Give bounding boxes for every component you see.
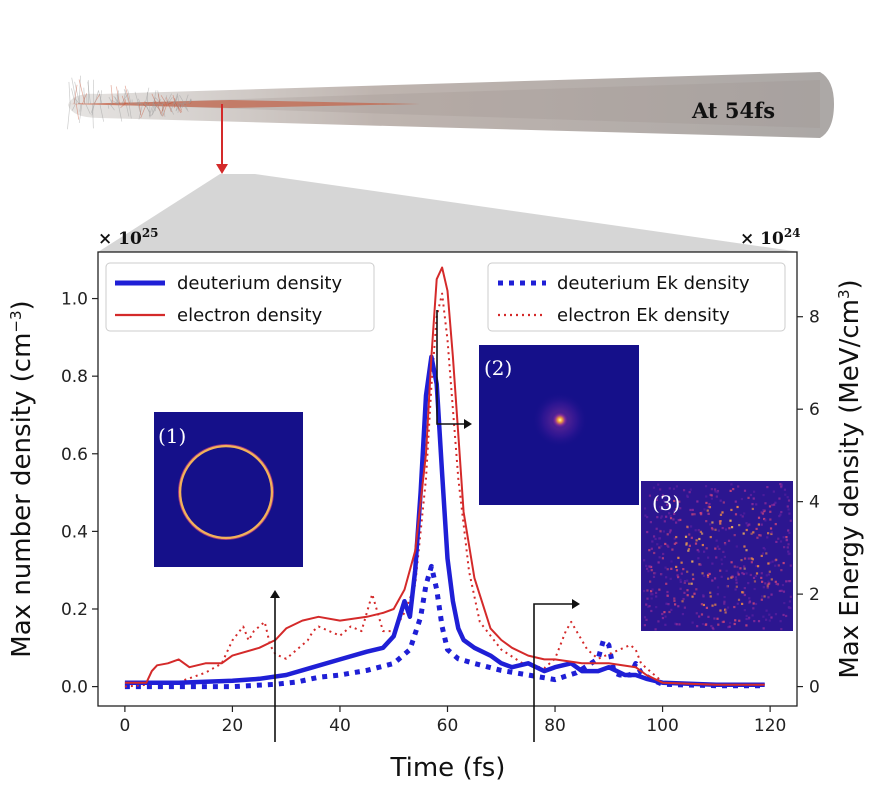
x-tick-label: 100 <box>646 716 678 736</box>
legend-label-electron-ek-density: electron Ek density <box>557 305 730 326</box>
inset-2-label: (2) <box>484 356 512 380</box>
legend-label-deuterium-density: deuterium density <box>177 273 342 294</box>
y-axis-left-label: Max number density (cm−3) <box>7 300 37 657</box>
legend-label-electron-density: electron density <box>177 305 323 326</box>
y-left-tick-label: 0.0 <box>61 678 88 698</box>
axis-ticks: 0 20 40 60 80 100 120 0.0 0.2 0.4 0.6 0.8 1.0 0 2 4 6 8 <box>61 290 820 736</box>
y-left-tick-label: 0.8 <box>61 367 88 387</box>
x-tick-label: 120 <box>754 716 786 736</box>
y-left-tick-label: 0.6 <box>61 445 88 465</box>
inset-3-bg <box>641 481 793 631</box>
y-axis-right-label: Max Energy density (MeV/cm3) <box>835 279 865 678</box>
legend-right: deuterium Ek density electron Ek density <box>487 262 786 332</box>
x-tick-label: 60 <box>437 716 459 736</box>
x-axis-label: Time (fs) <box>390 753 506 783</box>
right-axis-multiplier: × 1024 <box>740 226 801 249</box>
zoom-arrow-head <box>216 164 228 174</box>
y-left-tick-label: 0.4 <box>61 522 88 542</box>
x-tick-label: 80 <box>544 716 566 736</box>
x-tick-label: 40 <box>329 716 351 736</box>
x-tick-label: 20 <box>222 716 244 736</box>
series-deuterium-density <box>124 354 765 687</box>
inset-2-spot <box>551 411 569 429</box>
y-left-tick-label: 1.0 <box>61 290 88 310</box>
target-fuzz <box>67 75 193 130</box>
laser-channel <box>70 100 420 108</box>
legend-left: deuterium density electron density <box>105 262 375 332</box>
time-stamp: At 54fs <box>691 98 775 123</box>
inset-1-arrow <box>270 590 280 742</box>
zoom-projection <box>98 174 800 252</box>
inset-3-arrow <box>533 599 580 742</box>
inset-2: (2) <box>479 345 639 505</box>
series-electron-ek-density <box>124 292 765 688</box>
legend-label-deuterium-ek-density: deuterium Ek density <box>557 273 750 294</box>
inset-1: (1) <box>154 412 303 567</box>
simulation-cone <box>67 72 834 138</box>
series-layer <box>124 266 765 690</box>
y-right-tick-label: 6 <box>809 400 820 420</box>
inset-2-arrow <box>436 310 472 429</box>
y-right-tick-label: 8 <box>809 308 820 328</box>
y-right-tick-label: 2 <box>809 585 820 605</box>
inset-3-label: (3) <box>652 491 680 515</box>
series-electron-density <box>124 266 765 686</box>
y-right-tick-label: 4 <box>809 493 820 513</box>
left-axis-multiplier: × 1025 <box>98 226 159 249</box>
inset-1-label: (1) <box>158 424 186 448</box>
inset-3-speckle <box>643 483 792 631</box>
y-right-tick-label: 0 <box>809 678 820 698</box>
inset-1-ring <box>178 444 274 540</box>
y-left-tick-label: 0.2 <box>61 600 88 620</box>
x-tick-label: 0 <box>119 716 130 736</box>
inset-3: (3) <box>641 481 793 631</box>
